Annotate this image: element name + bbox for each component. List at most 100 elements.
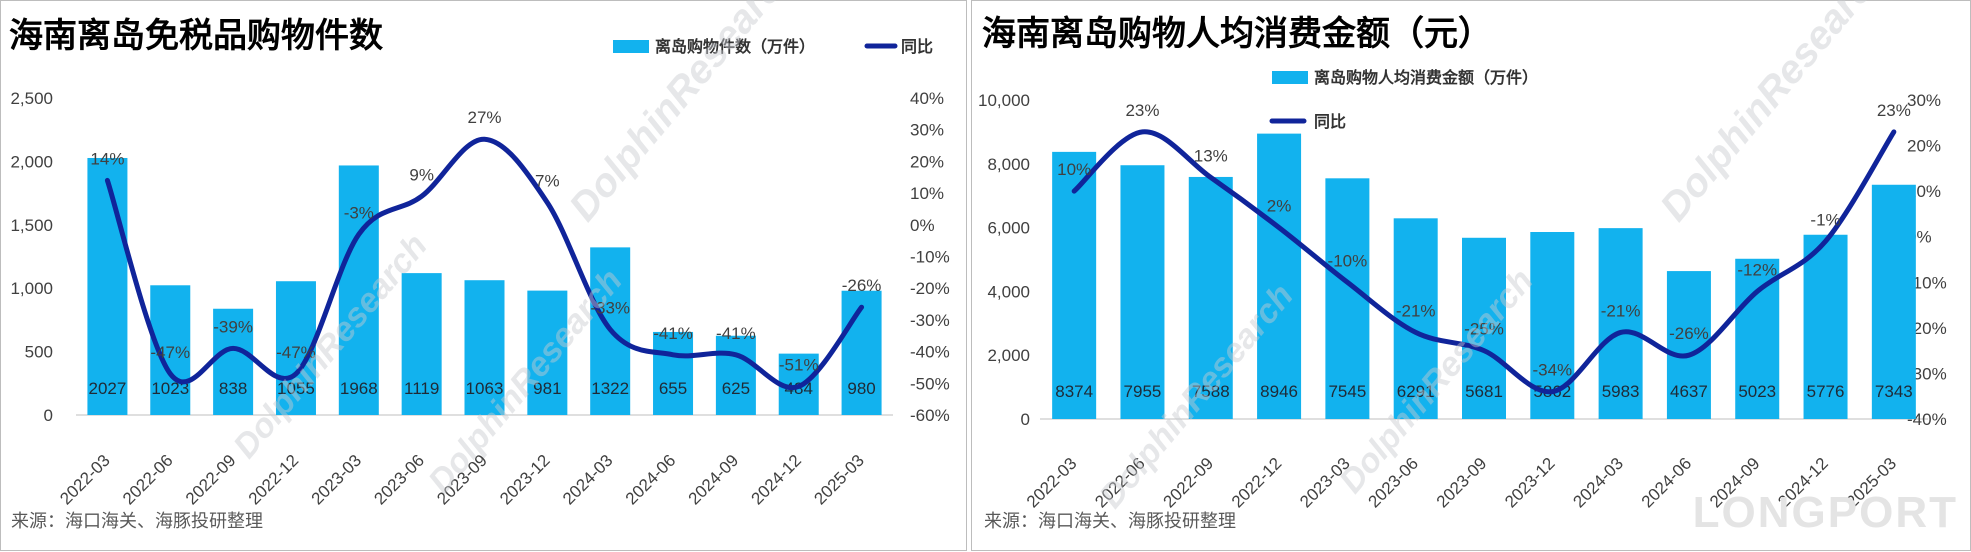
bar-value-label: 625 [722,379,750,398]
right-tick-label: -50% [910,374,950,393]
bar [1052,151,1097,420]
line-value-label: 9% [409,165,434,184]
line-value-label: -51% [779,355,819,374]
source-note: 来源：海口海关、海豚投研整理 [11,511,263,531]
category-label: 2024-03 [559,451,617,509]
left-tick-label: 2,000 [10,152,53,171]
bar-value-label: 5983 [1602,382,1640,401]
right-tick-label: -30% [910,311,950,330]
right-tick-label: -10% [910,248,950,267]
line-value-label: -41% [716,324,756,343]
category-label: 2025-03 [810,451,868,509]
bar [1735,258,1780,419]
bar-value-label: 1322 [591,379,629,398]
bar-value-label: 981 [533,379,561,398]
legend-line-label: 同比 [901,38,933,56]
bar [1120,165,1165,419]
line-value-label: -39% [213,317,253,336]
legend-bar-swatch [1272,71,1308,84]
bar-value-label: 5023 [1738,382,1776,401]
bar-value-label: 7545 [1328,382,1366,401]
bar-value-label: 6291 [1397,382,1435,401]
bar-value-label: 1968 [340,379,378,398]
category-label: 2024-06 [622,451,680,509]
bar-value-label: 7343 [1875,382,1913,401]
bar-value-label: 980 [847,379,875,398]
right-tick-label: 10% [910,184,944,203]
legend-bar-label: 离岛购物件数（万件） [655,37,815,56]
bar-value-label: 2027 [89,379,127,398]
left-tick-label: 1,500 [10,216,53,235]
line-value-label: 2% [1267,197,1292,216]
chart-svg-per-capita-spend: 海南离岛购物人均消费金额（元） 来源：海口海关、海豚投研整理 离岛购物人均消费金额（… [978,14,1947,531]
bar [87,157,128,416]
line-value-label: -10% [1328,251,1368,270]
line-value-label: 27% [467,108,501,127]
bar-value-label: 5681 [1465,382,1503,401]
bar [1803,234,1848,419]
bar [1598,228,1643,419]
category-label: 2022-06 [119,451,177,509]
line-value-label: -47% [150,343,190,362]
bar-value-label: 1055 [277,379,315,398]
right-tick-label: 30% [910,121,944,140]
line-value-label: -33% [590,298,630,317]
right-tick-label: 0% [910,216,935,235]
bar-value-label: 1063 [466,379,504,398]
line-value-label: -21% [1601,301,1641,320]
category-label: 2022-03 [1023,454,1081,512]
bar-value-label: 7588 [1192,382,1230,401]
yoy-line [104,136,865,391]
left-tick-label: 4,000 [987,282,1030,301]
bar-value-label: 7955 [1124,382,1162,401]
bar [653,331,694,415]
right-tick-label: 40% [910,89,944,108]
bar [1871,184,1916,419]
left-tick-label: 0 [44,406,53,425]
right-tick-label: -60% [910,406,950,425]
longport-logo: LONGPORT [1692,488,1958,537]
line-value-label: -3% [344,203,374,222]
bar [464,280,505,415]
right-tick-label: -30% [1907,364,1947,383]
bar [1325,178,1370,419]
left-tick-label: 6,000 [987,219,1030,238]
category-label: 2022-03 [56,451,114,509]
bar [1462,237,1506,419]
line-value-label: 10% [1057,160,1091,179]
category-label: 2022-09 [1160,454,1218,512]
left-tick-label: 2,500 [10,89,53,108]
line-value-label: -12% [1737,260,1777,279]
category-label: 2022-09 [182,451,240,509]
bar [527,290,568,415]
yoy-line [1071,129,1897,395]
line-value-label: -47% [276,343,316,362]
chart-title: 海南离岛免税品购物件数 [9,16,383,55]
chart-panel-purchase-count: 海南离岛免税品购物件数来源：海口海关、海豚投研整理 离岛购物件数（万件） 同比 2,5… [0,0,967,551]
left-tick-label: 10,000 [978,91,1030,110]
category-label: 2023-12 [496,451,554,509]
bar-value-label: 8946 [1260,382,1298,401]
category-label: 2024-06 [1638,454,1696,512]
line-value-label: 23% [1877,101,1911,120]
bar-value-label: 655 [659,379,687,398]
bar-value-label: 8374 [1055,382,1093,401]
right-tick-label: -40% [1907,410,1947,429]
right-tick-label: -20% [910,279,950,298]
right-tick-label: 20% [1907,137,1941,156]
category-label: 2023-09 [1433,454,1491,512]
right-tick-label: -10% [1907,273,1947,292]
chart-title: 海南离岛购物人均消费金额（元） [982,14,1492,53]
left-tick-label: 2,000 [987,346,1030,365]
bar [401,273,442,415]
line-value-label: -41% [653,324,693,343]
left-tick-label: 0 [1021,410,1030,429]
bar-value-label: 4637 [1670,382,1708,401]
line-value-label: -34% [1532,361,1572,380]
bar [1188,176,1233,419]
category-label: 2022-12 [1228,454,1286,512]
bar [715,335,756,415]
line-value-label: 14% [90,149,124,168]
right-tick-label: -20% [1907,319,1947,338]
chart-panel-per-capita-spend: 海南离岛购物人均消费金额（元） 来源：海口海关、海豚投研整理 离岛购物人均消费金额（… [971,0,1971,551]
